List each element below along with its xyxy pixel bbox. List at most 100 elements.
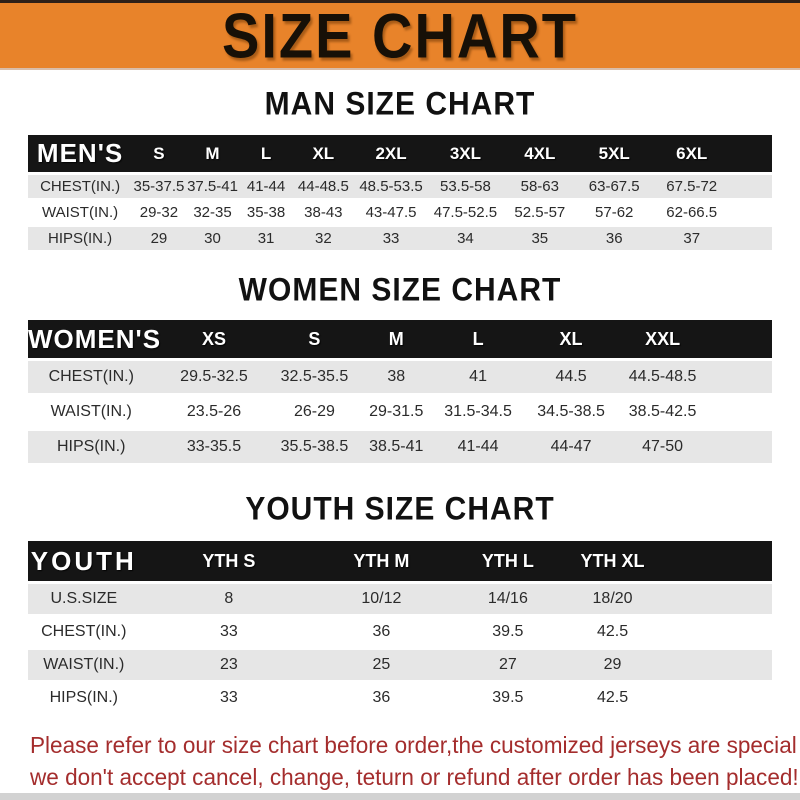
value-cell: 38 xyxy=(355,358,438,393)
value-cell: 41-44 xyxy=(437,428,519,463)
value-cell: 41 xyxy=(437,358,519,393)
value-cell: 34.5-38.5 xyxy=(518,393,624,428)
footer-note: Please refer to our size chart before or… xyxy=(30,729,800,793)
value-cell: 23 xyxy=(139,647,319,680)
note-line-1: Please refer to our size chart before or… xyxy=(30,732,800,758)
table-row: U.S.SIZE 8 10/12 14/16 18/20 xyxy=(28,581,772,614)
value-cell: 35-37.5 xyxy=(132,172,186,198)
table-title-cell: WOMEN'S xyxy=(28,323,162,354)
value-cell: 33 xyxy=(139,614,319,647)
table-row: HIPS(IN.) 29 30 31 32 33 34 35 36 37 xyxy=(28,224,772,250)
size-header-cell: S xyxy=(153,143,165,163)
value-cell: 44-47 xyxy=(518,428,624,463)
size-header-cell: XL xyxy=(559,328,583,349)
value-cell: 48.5-53.5 xyxy=(353,172,429,198)
value-cell: 31.5-34.5 xyxy=(437,393,519,428)
note-line-2: we don't accept cancel, change, teturn o… xyxy=(30,764,799,790)
row-label-cell: CHEST(IN.) xyxy=(28,614,140,647)
value-cell: 52.5-57 xyxy=(502,198,578,224)
value-cell: 39.5 xyxy=(444,614,572,647)
row-label-cell: HIPS(IN.) xyxy=(28,428,155,463)
row-label-cell: WAIST(IN.) xyxy=(28,393,155,428)
youth-section-title: YOUTH SIZE CHART xyxy=(245,491,555,528)
page-title: SIZE CHART xyxy=(222,0,578,71)
value-cell: 57-62 xyxy=(577,198,652,224)
value-cell: 63-67.5 xyxy=(577,172,652,198)
value-cell: 53.5-58 xyxy=(428,172,503,198)
size-header-cell: YTH L xyxy=(481,550,534,571)
value-cell: 29-32 xyxy=(132,198,186,224)
size-header-cell: XS xyxy=(201,328,226,349)
table-header-row: WOMEN'S XS S M L XL XXL xyxy=(28,320,772,358)
section-man: MAN SIZE CHART MEN'S S M L XL 2XL 3XL 4XL 5XL 6XL… xyxy=(0,86,800,250)
value-cell: 32.5-35.5 xyxy=(273,358,356,393)
value-cell: 38.5-41 xyxy=(355,428,438,463)
table-row: WAIST(IN.) 29-32 32-35 35-38 38-43 43-47.5 47.… xyxy=(28,198,772,224)
value-cell: 39.5 xyxy=(444,680,572,713)
size-header-cell: YTH M xyxy=(353,550,410,571)
table-title-cell: YOUTH xyxy=(30,545,137,576)
banner: SIZE CHART xyxy=(0,0,800,70)
youth-size-table: YOUTH YTH S YTH M YTH L YTH XL U.S.SIZE 8 10/12… xyxy=(28,541,772,713)
size-header-cell: 5XL xyxy=(598,143,630,163)
value-cell: 35-38 xyxy=(239,198,293,224)
size-header-cell: YTH S xyxy=(202,550,256,571)
value-cell: 35 xyxy=(502,224,578,250)
table-row: HIPS(IN.) 33 36 39.5 42.5 xyxy=(28,680,772,713)
men-size-table: MEN'S S M L XL 2XL 3XL 4XL 5XL 6XL CHEST(IN.) 35-37… xyxy=(28,135,772,250)
value-cell: 33 xyxy=(353,224,429,250)
charts-area: MAN SIZE CHART MEN'S S M L XL 2XL 3XL 4XL 5XL 6XL… xyxy=(0,86,800,713)
value-cell: 37.5-41 xyxy=(185,172,240,198)
size-header-cell: YTH XL xyxy=(580,550,645,571)
size-header-cell: L xyxy=(260,143,272,163)
size-header-cell: 4XL xyxy=(524,143,556,163)
size-header-cell: 3XL xyxy=(449,143,482,163)
row-label-cell: U.S.SIZE xyxy=(28,581,140,614)
row-label-cell: HIPS(IN.) xyxy=(28,224,133,250)
section-youth: YOUTH SIZE CHART YOUTH YTH S YTH M YTH L YTH… xyxy=(0,491,800,713)
value-cell: 29.5-32.5 xyxy=(154,358,274,393)
row-label-cell: HIPS(IN.) xyxy=(28,680,140,713)
table-row: CHEST(IN.) 29.5-32.5 32.5-35.5 38 41 44.5 44.5… xyxy=(28,358,772,393)
value-cell: 38.5-42.5 xyxy=(623,393,772,428)
value-cell: 14/16 xyxy=(444,581,572,614)
value-cell: 33 xyxy=(139,680,319,713)
value-cell: 34 xyxy=(428,224,503,250)
table-row: WAIST(IN.) 23.5-26 26-29 29-31.5 31.5-34.5 34… xyxy=(28,393,772,428)
value-cell: 10/12 xyxy=(318,581,445,614)
value-cell: 35.5-38.5 xyxy=(273,428,356,463)
value-cell: 44.5 xyxy=(518,358,624,393)
row-label-cell: CHEST(IN.) xyxy=(28,172,133,198)
women-size-table: WOMEN'S XS S M L XL XXL CHEST(IN.) 29.5-32.5 32.5… xyxy=(28,320,772,463)
value-cell: 36 xyxy=(318,614,445,647)
women-section-title: WOMEN SIZE CHART xyxy=(238,272,562,309)
value-cell: 32 xyxy=(292,224,354,250)
table-row: HIPS(IN.) 33-35.5 35.5-38.5 38.5-41 41-44 44-… xyxy=(28,428,772,463)
table-header-row: MEN'S S M L XL 2XL 3XL 4XL 5XL 6XL xyxy=(28,135,772,172)
bottom-edge-strip xyxy=(0,793,800,800)
value-cell: 44-48.5 xyxy=(292,172,354,198)
value-cell: 26-29 xyxy=(273,393,356,428)
size-header-cell: L xyxy=(472,328,484,349)
section-women: WOMEN SIZE CHART WOMEN'S XS S M L XL XXL CHEST(… xyxy=(0,272,800,463)
value-cell: 25 xyxy=(318,647,445,680)
value-cell: 33-35.5 xyxy=(154,428,274,463)
value-cell: 43-47.5 xyxy=(353,198,429,224)
value-cell: 29 xyxy=(571,647,772,680)
table-row: WAIST(IN.) 23 25 27 29 xyxy=(28,647,772,680)
row-label-cell: CHEST(IN.) xyxy=(28,358,155,393)
size-header-cell: S xyxy=(308,328,321,349)
value-cell: 29-31.5 xyxy=(355,393,438,428)
table-row: CHEST(IN.) 35-37.5 37.5-41 41-44 44-48.5 48.5… xyxy=(28,172,772,198)
value-cell: 42.5 xyxy=(571,614,772,647)
value-cell: 58-63 xyxy=(502,172,578,198)
value-cell: 36 xyxy=(318,680,445,713)
value-cell: 47-50 xyxy=(623,428,772,463)
value-cell: 37 xyxy=(651,224,772,250)
value-cell: 47.5-52.5 xyxy=(428,198,503,224)
table-title-cell: MEN'S xyxy=(36,138,124,168)
value-cell: 41-44 xyxy=(239,172,293,198)
size-header-cell: M xyxy=(388,328,404,349)
man-section-title: MAN SIZE CHART xyxy=(264,86,536,123)
